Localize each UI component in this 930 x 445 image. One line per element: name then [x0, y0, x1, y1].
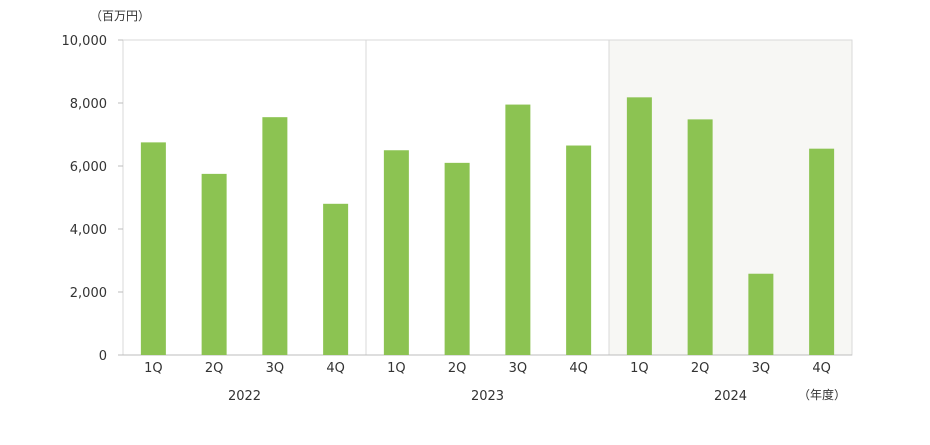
x-category-label: 2Q [691, 361, 710, 376]
y-tick-label: 2,000 [70, 286, 107, 301]
bar-2022-1Q [140, 142, 166, 355]
bar-2023-1Q [383, 150, 409, 355]
bar-2022-3Q [262, 117, 288, 355]
x-category-label: 3Q [752, 361, 771, 376]
bar-2023-3Q [505, 104, 531, 355]
x-category-label: 3Q [509, 361, 528, 376]
bar-2023-2Q [444, 162, 470, 355]
y-tick-label: 6,000 [70, 160, 107, 175]
bar-2024-2Q [687, 119, 713, 355]
bar-2024-1Q [626, 97, 652, 355]
x-category-label: 1Q [144, 361, 163, 376]
x-category-label: 4Q [569, 361, 588, 376]
x-category-label: 3Q [266, 361, 285, 376]
x-category-label: 4Q [812, 361, 831, 376]
bar-2024-3Q [748, 273, 774, 355]
y-unit-label: （百万円） [90, 9, 150, 23]
x-group-label-2024: 2024 [714, 389, 747, 404]
x-category-label: 4Q [326, 361, 345, 376]
bar-2023-4Q [566, 145, 592, 355]
y-tick-label: 10,000 [62, 34, 108, 49]
bar-2024-4Q [809, 148, 835, 355]
y-tick-label: 4,000 [70, 223, 107, 238]
x-group-label-2023: 2023 [471, 389, 504, 404]
x-group-label-2022: 2022 [228, 389, 261, 404]
bar-2022-4Q [323, 203, 349, 355]
bar-2022-2Q [201, 173, 227, 355]
x-category-label: 2Q [205, 361, 224, 376]
y-tick-label: 0 [99, 349, 107, 364]
y-tick-label: 8,000 [70, 97, 107, 112]
x-category-label: 1Q [630, 361, 649, 376]
x-unit-label: （年度） [798, 387, 846, 402]
x-category-label: 2Q [448, 361, 467, 376]
x-category-label: 1Q [387, 361, 406, 376]
